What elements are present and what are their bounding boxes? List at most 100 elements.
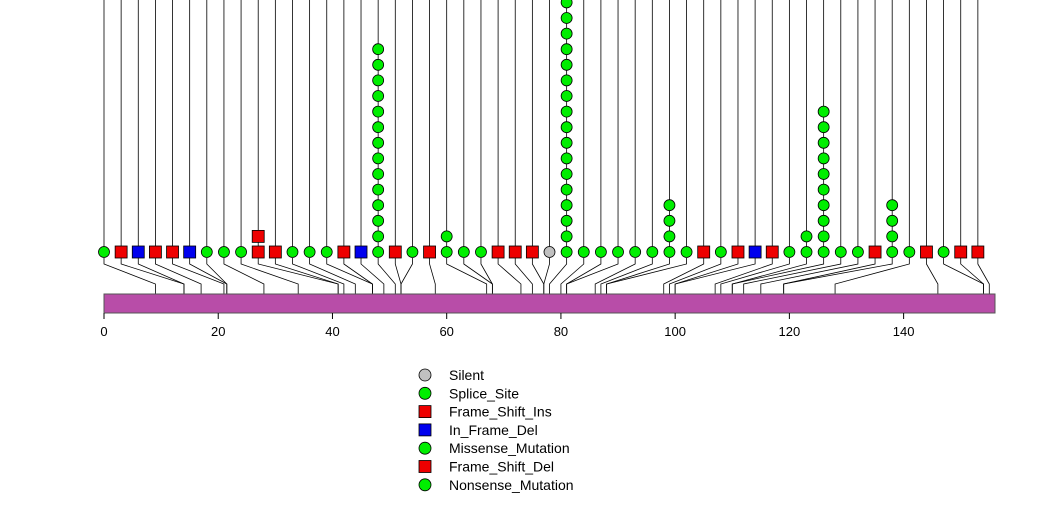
mutation-marker-50-0 — [954, 245, 968, 259]
mutation-marker-3-0 — [149, 245, 162, 259]
mutation-marker-27-11 — [560, 74, 573, 87]
legend-label-in-frame-del: In_Frame_Del — [449, 422, 538, 438]
mutation-marker-26-0 — [543, 246, 556, 258]
mutation-marker-1-0 — [114, 245, 128, 259]
legend-symbol-splice-site — [418, 386, 432, 400]
legend-label-nonsense-mutation: Nonsense_Mutation — [449, 477, 574, 493]
mutation-marker-46-2 — [886, 214, 899, 227]
mutation-marker-16-2 — [372, 214, 385, 227]
mutation-marker-12-0 — [303, 246, 316, 258]
mutation-marker-27-0 — [560, 246, 573, 258]
mutation-marker-28-0 — [577, 246, 590, 258]
mutation-marker-9-0 — [251, 245, 265, 259]
mutation-marker-27-2 — [560, 214, 573, 227]
mutation-marker-16-11 — [372, 74, 385, 87]
mutation-marker-27-12 — [560, 58, 573, 71]
mutation-marker-16-3 — [372, 199, 385, 212]
mutation-marker-41-0 — [800, 246, 813, 258]
legend-symbol-in-frame-del — [418, 423, 432, 437]
mutation-marker-27-7 — [560, 136, 573, 149]
mutation-marker-45-0 — [868, 245, 882, 259]
mutation-marker-41-1 — [800, 230, 813, 243]
mutation-marker-27-8 — [560, 121, 573, 134]
mutation-marker-10-0 — [268, 245, 282, 259]
mutation-marker-23-0 — [491, 245, 505, 259]
legend-symbol-silent — [418, 368, 432, 382]
mutation-marker-27-4 — [560, 183, 573, 196]
x-tick-label-3: 60 — [439, 324, 453, 339]
legend-label-silent: Silent — [449, 367, 484, 383]
mutation-marker-16-1 — [372, 230, 385, 243]
mutation-marker-47-0 — [903, 246, 916, 258]
mutation-marker-27-16 — [560, 0, 573, 9]
x-tick-label-5: 100 — [664, 324, 686, 339]
mutation-marker-16-6 — [372, 152, 385, 165]
x-axis: 0 20 40 60 80 100 120 140 — [100, 313, 914, 339]
mutation-marker-29-0 — [595, 246, 607, 258]
x-tick-label-2: 40 — [325, 324, 339, 339]
legend-symbol-frame-shift-del — [418, 460, 432, 473]
legend-symbol-missense-mutation — [418, 441, 432, 455]
mutation-marker-13-0 — [320, 246, 333, 258]
mutation-marker-30-0 — [612, 246, 624, 258]
mutation-marker-9-1 — [251, 229, 265, 243]
mutation-marker-42-4 — [817, 183, 830, 196]
x-tick-label-1: 20 — [211, 324, 225, 339]
mutation-marker-42-7 — [817, 136, 830, 149]
mutation-marker-48-0 — [920, 245, 933, 259]
mutation-marker-0-0 — [98, 246, 110, 258]
mutation-marker-17-0 — [388, 245, 402, 259]
mutation-marker-27-6 — [560, 152, 573, 165]
mutation-marker-20-1 — [440, 230, 453, 243]
mutation-marker-25-0 — [525, 245, 539, 259]
mutation-marker-46-0 — [886, 246, 899, 258]
mutation-marker-34-0 — [680, 246, 693, 258]
mutation-marker-16-9 — [372, 105, 385, 118]
mutation-marker-16-12 — [372, 58, 385, 71]
legend-label-splice-site: Splice_Site — [449, 385, 519, 401]
mutation-marker-42-9 — [817, 105, 830, 118]
mutation-marker-27-5 — [560, 168, 573, 180]
legend-label-frame-shift-ins: Frame_Shift_Ins — [449, 404, 552, 420]
mutation-marker-42-2 — [817, 214, 830, 227]
mutation-marker-51-0 — [971, 245, 985, 259]
mutation-marker-18-0 — [406, 246, 419, 258]
mutation-marker-16-8 — [372, 121, 385, 134]
legend-symbol-frame-shift-ins — [418, 405, 432, 419]
mutation-marker-33-3 — [663, 199, 676, 212]
mutation-marker-42-0 — [817, 246, 830, 258]
mutation-marker-16-10 — [372, 90, 385, 102]
mutation-marker-27-13 — [560, 43, 573, 56]
mutation-marker-31-0 — [629, 246, 642, 258]
mutation-marker-38-0 — [748, 245, 762, 259]
mutation-marker-40-0 — [783, 246, 796, 258]
mutation-marker-27-15 — [560, 12, 573, 24]
mutation-marker-16-13 — [372, 43, 385, 56]
mutation-marker-44-0 — [852, 246, 864, 258]
mutation-marker-37-0 — [731, 245, 745, 259]
mutation-marker-21-0 — [457, 246, 470, 258]
mutation-marker-16-0 — [372, 246, 385, 258]
mutation-marker-15-0 — [354, 245, 368, 259]
mutation-marker-33-0 — [663, 246, 676, 258]
mutation-marker-27-14 — [560, 27, 573, 40]
mutation-marker-5-0 — [183, 245, 197, 259]
legend-symbol-nonsense-mutation — [418, 478, 432, 492]
mutation-marker-49-0 — [937, 246, 950, 258]
mutation-marker-39-0 — [765, 245, 779, 259]
mutation-markers — [98, 0, 985, 259]
mutation-marker-32-0 — [646, 246, 659, 258]
mutation-marker-27-1 — [560, 230, 573, 243]
mutation-marker-36-0 — [714, 246, 727, 258]
mutation-marker-6-0 — [200, 246, 213, 258]
mutation-marker-19-0 — [423, 245, 436, 259]
mutation-marker-42-3 — [817, 199, 830, 212]
mutation-marker-8-0 — [235, 246, 247, 258]
mutation-marker-33-2 — [663, 214, 676, 227]
legend-label-frame-shift-del: Frame_Shift_Del — [449, 459, 554, 475]
mutation-marker-2-0 — [131, 245, 145, 259]
mutation-marker-7-0 — [218, 246, 230, 258]
x-tick-label-0: 0 — [100, 324, 107, 339]
mutation-marker-24-0 — [508, 245, 522, 259]
